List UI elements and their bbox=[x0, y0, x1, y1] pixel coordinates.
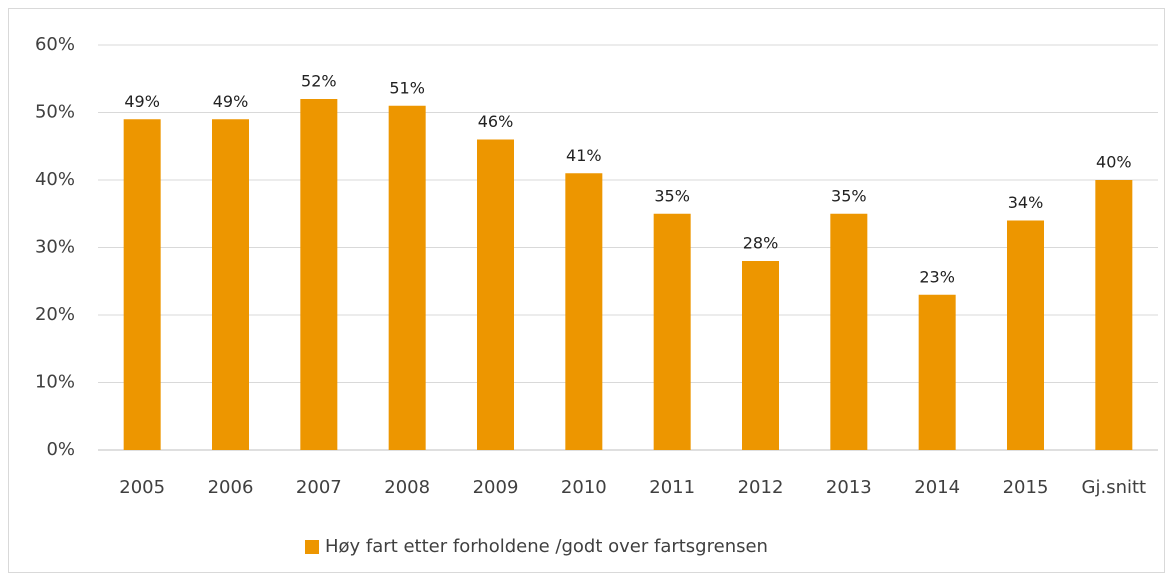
bar bbox=[300, 99, 338, 450]
data-label: 35% bbox=[831, 186, 867, 205]
x-tick-label: 2006 bbox=[208, 477, 254, 498]
legend-swatch bbox=[305, 540, 319, 554]
x-tick-label: 2008 bbox=[384, 477, 430, 498]
y-tick-label: 30% bbox=[35, 237, 75, 258]
data-label: 49% bbox=[213, 92, 249, 111]
x-tick-label: 2014 bbox=[914, 477, 960, 498]
x-tick-label: 2007 bbox=[296, 477, 342, 498]
y-tick-label: 0% bbox=[46, 439, 75, 460]
bar bbox=[565, 173, 603, 450]
data-label: 40% bbox=[1096, 153, 1132, 172]
y-tick-label: 10% bbox=[35, 372, 75, 393]
data-label: 34% bbox=[1008, 193, 1044, 212]
bar bbox=[742, 261, 779, 450]
x-tick-label: Gj.snitt bbox=[1082, 477, 1147, 498]
legend-label: Høy fart etter forholdene /godt over far… bbox=[325, 536, 768, 557]
x-tick-label: 2013 bbox=[826, 477, 872, 498]
bar bbox=[388, 105, 426, 450]
data-label: 35% bbox=[654, 186, 690, 205]
x-tick-label: 2005 bbox=[119, 477, 165, 498]
data-label: 41% bbox=[566, 146, 602, 165]
x-tick-label: 2010 bbox=[561, 477, 607, 498]
bar bbox=[918, 294, 956, 450]
data-label: 46% bbox=[478, 112, 514, 131]
bar bbox=[1095, 180, 1133, 450]
data-label: 51% bbox=[389, 78, 425, 97]
y-tick-label: 40% bbox=[35, 169, 75, 190]
bar bbox=[653, 213, 691, 450]
bar bbox=[1007, 220, 1044, 450]
y-tick-label: 50% bbox=[35, 102, 75, 123]
y-tick-label: 20% bbox=[35, 304, 75, 325]
bar bbox=[477, 139, 514, 450]
data-label: 52% bbox=[301, 72, 337, 91]
x-tick-label: 2009 bbox=[473, 477, 519, 498]
bar bbox=[212, 119, 249, 450]
x-tick-label: 2011 bbox=[649, 477, 695, 498]
y-tick-label: 60% bbox=[35, 34, 75, 55]
bar bbox=[123, 119, 161, 450]
x-tick-label: 2015 bbox=[1003, 477, 1049, 498]
bar bbox=[830, 213, 868, 450]
data-label: 23% bbox=[919, 267, 955, 286]
x-tick-label: 2012 bbox=[738, 477, 784, 498]
data-label: 28% bbox=[743, 234, 779, 253]
data-label: 49% bbox=[124, 92, 160, 111]
